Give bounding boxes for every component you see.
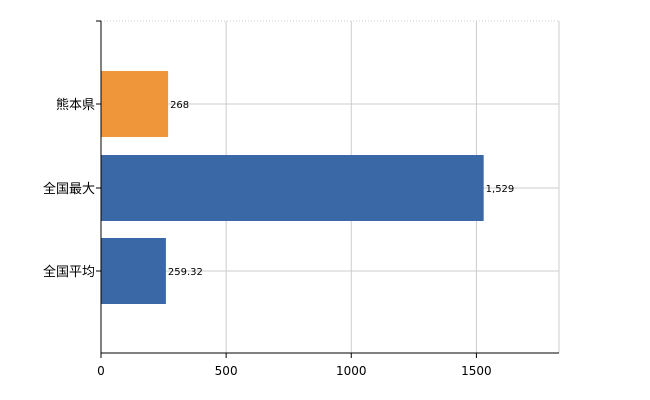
- category-label: 全国平均: [43, 264, 95, 280]
- bar-2: [101, 238, 166, 304]
- bar-0: [101, 71, 169, 137]
- x-tick-label: 0: [97, 364, 105, 378]
- data-label: 259.32: [168, 267, 203, 278]
- axes: [96, 20, 559, 358]
- bar-1: [101, 155, 484, 221]
- bars: [101, 71, 484, 304]
- data-label: 1,529: [486, 184, 515, 195]
- x-tick-label: 1000: [336, 364, 367, 378]
- category-label: 全国最大: [43, 181, 95, 197]
- data-label: 268: [170, 100, 189, 111]
- x-tick-label: 1500: [461, 364, 492, 378]
- category-label: 熊本県: [56, 97, 95, 113]
- labels: 268 熊本県 1,529 全国最大 259.32 全国平均 0 500 1000 1500: [43, 97, 514, 378]
- x-tick-label: 500: [215, 364, 238, 378]
